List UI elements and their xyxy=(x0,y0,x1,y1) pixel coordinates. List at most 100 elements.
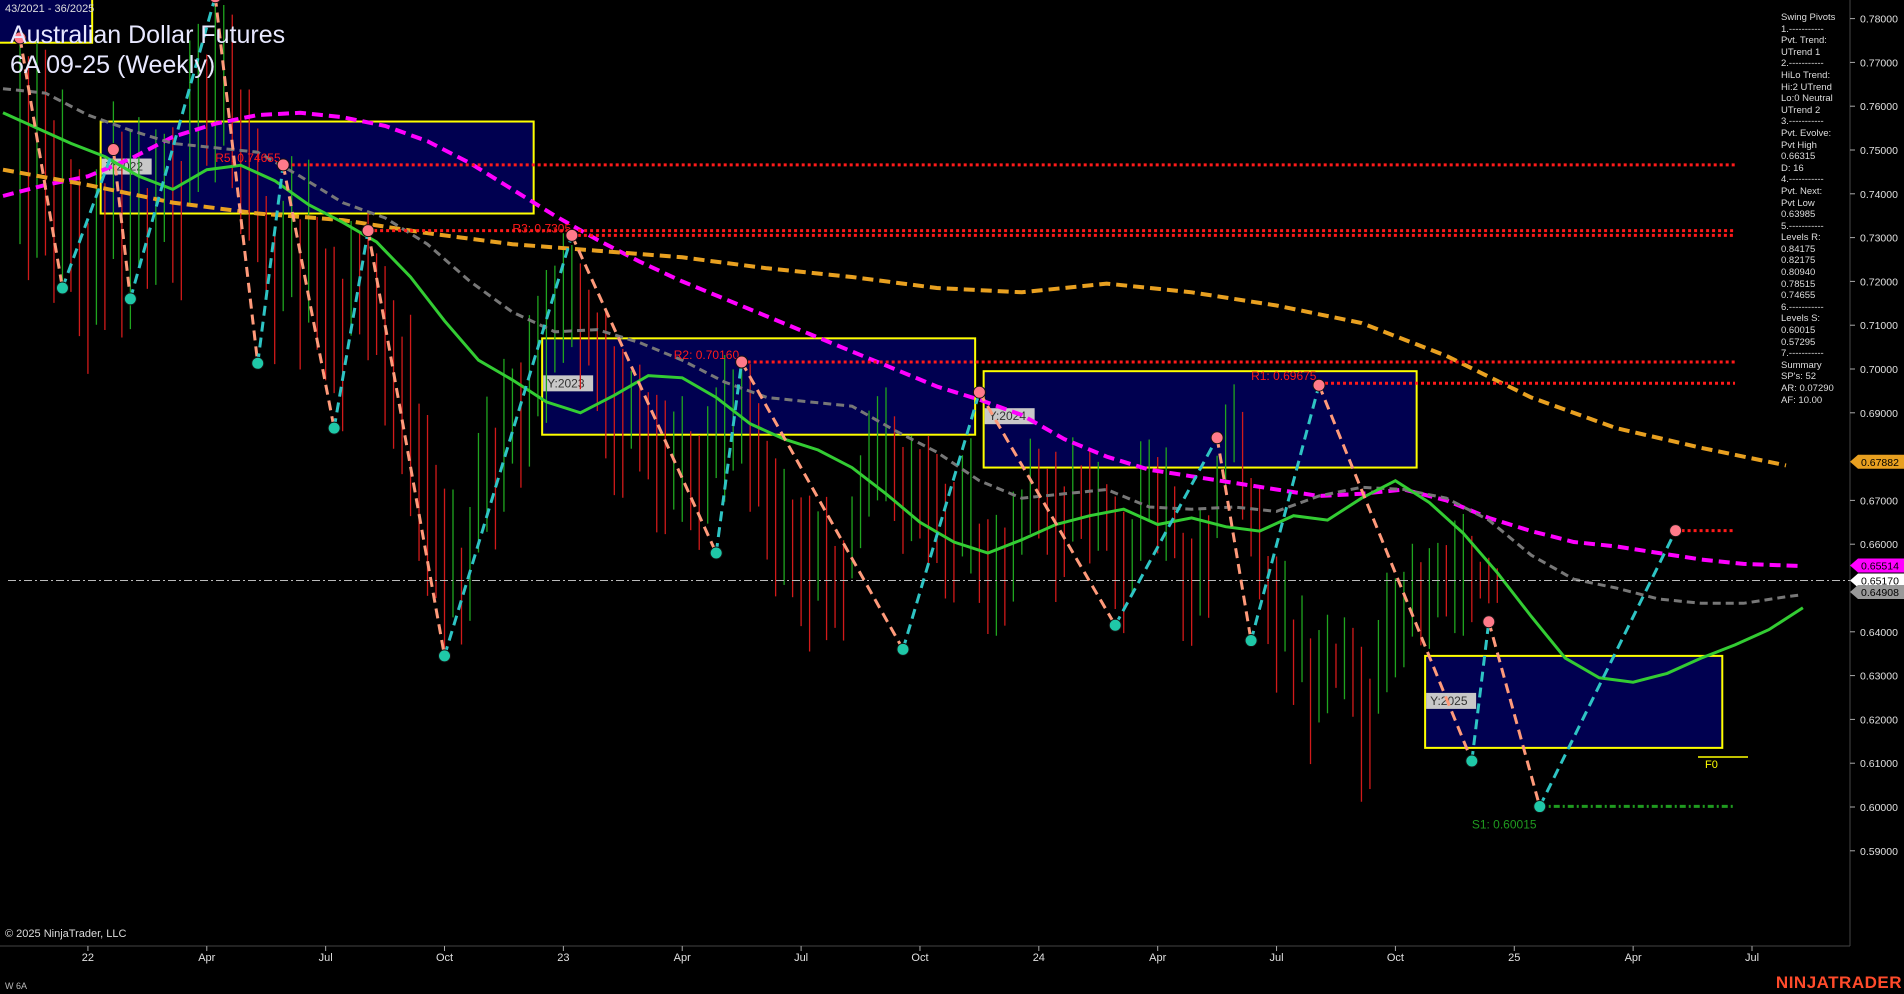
sidebar-line: Summary xyxy=(1781,359,1822,371)
sidebar-line: Levels R: xyxy=(1781,232,1821,244)
swing-high-marker xyxy=(1669,524,1683,538)
swing-low-marker xyxy=(1108,618,1122,632)
swing-pivots-panel: Swing Pivots 1.----------- Pvt. Trend: UTre… xyxy=(1781,12,1853,406)
swing-down-line xyxy=(18,37,64,289)
copyright-text: © 2025 NinjaTrader, LLC xyxy=(5,928,127,940)
y-tick-label: 0.64000 xyxy=(1860,627,1898,639)
level-label: R5: 0.74655 xyxy=(215,151,281,165)
price-tag xyxy=(1850,573,1904,588)
sidebar-line: HiLo Trend: xyxy=(1781,69,1831,81)
sidebar-line: Pvt Low xyxy=(1781,197,1815,209)
x-tick-label: Jul xyxy=(1270,952,1284,964)
y-tick-label: 0.62000 xyxy=(1860,714,1898,726)
year-box xyxy=(0,0,94,44)
x-tick-label: Jul xyxy=(319,952,333,964)
swing-low-marker xyxy=(709,546,723,560)
swing-low-marker xyxy=(327,421,341,435)
swing-down-line xyxy=(570,234,718,554)
sidebar-line: 0.57295 xyxy=(1781,336,1816,348)
swing-low-marker xyxy=(1244,634,1258,648)
swing-high-marker xyxy=(1312,378,1326,392)
x-tick-label: Jul xyxy=(794,952,808,964)
swing-up-line xyxy=(256,164,285,364)
sidebar-line: 6.----------- xyxy=(1781,301,1824,313)
level-label: R3: 0.7305 xyxy=(512,221,571,235)
sidebar-line: AF: 10.00 xyxy=(1781,394,1823,406)
price-tag xyxy=(1850,454,1904,469)
x-tick-label: Apr xyxy=(1625,952,1642,964)
swing-low-marker xyxy=(55,281,69,295)
price-tag xyxy=(1850,558,1904,573)
sidebar-line: Levels S: xyxy=(1781,313,1821,325)
sidebar-line: Pvt. Next: xyxy=(1781,185,1823,197)
swing-up-line xyxy=(1249,384,1321,641)
y-tick-label: 0.73000 xyxy=(1860,233,1898,245)
x-tick-label: Apr xyxy=(1149,952,1166,964)
moving-average-line xyxy=(2,111,1804,684)
swing-down-line xyxy=(978,391,1117,626)
x-tick-label: 25 xyxy=(1508,952,1520,964)
x-tick-label: Oct xyxy=(436,952,453,964)
sidebar-line: 0.84175 xyxy=(1781,243,1816,255)
swing-high-marker xyxy=(106,143,120,157)
x-tick-label: Oct xyxy=(1387,952,1404,964)
sidebar-line: D: 16 xyxy=(1781,162,1804,174)
swing-down-line xyxy=(111,149,132,300)
sidebar-line: 0.63985 xyxy=(1781,209,1816,221)
sidebar-line: UTrend 2 xyxy=(1781,104,1821,116)
swing-down-line xyxy=(366,230,446,657)
sidebar-line: 5.----------- xyxy=(1781,220,1824,232)
swing-down-line xyxy=(1215,437,1253,641)
year-label: Y:2023 xyxy=(547,376,585,390)
date-range: 43/2021 - 36/2025 xyxy=(5,3,95,15)
swing-up-line xyxy=(1470,621,1491,762)
swing-up-line xyxy=(443,234,574,657)
sidebar-line: 0.82175 xyxy=(1781,255,1816,267)
swing-up-line xyxy=(128,0,216,300)
swing-low-marker xyxy=(896,642,910,656)
chart-title-name: Australian Dollar Futures xyxy=(10,21,286,49)
x-tick-label: 22 xyxy=(82,952,94,964)
swing-low-marker xyxy=(1533,800,1547,814)
x-tick-label: Apr xyxy=(674,952,691,964)
year-box xyxy=(982,370,1418,469)
y-tick-label: 0.76000 xyxy=(1860,101,1898,113)
y-tick-label: 0.60000 xyxy=(1860,802,1898,814)
swing-low-marker xyxy=(123,292,137,306)
swing-down-line xyxy=(214,0,260,364)
y-tick-label: 0.71000 xyxy=(1860,320,1898,332)
price-tag xyxy=(1850,585,1904,600)
price-tag-label: 0.65170 xyxy=(1861,576,1899,588)
swing-high-marker xyxy=(1210,431,1224,445)
sidebar-line: Pvt High xyxy=(1781,139,1817,151)
y-tick-label: 0.69000 xyxy=(1860,408,1898,420)
sidebar-line: 0.78515 xyxy=(1781,278,1816,290)
sidebar-line: AR: 0.07290 xyxy=(1781,383,1834,394)
swing-high-marker xyxy=(209,0,221,4)
swing-low-marker xyxy=(251,356,265,370)
y-tick-label: 0.63000 xyxy=(1860,671,1898,683)
sidebar-line: 0.80940 xyxy=(1781,267,1816,279)
y-tick-label: 0.77000 xyxy=(1860,57,1898,69)
level-label: R2: 0.70160 xyxy=(674,348,740,362)
swing-up-line xyxy=(901,391,981,650)
sidebar-line: Swing Pivots xyxy=(1781,12,1836,23)
sidebar-line: 0.66315 xyxy=(1781,151,1816,163)
swing-high-marker xyxy=(13,31,27,45)
x-tick-label: Oct xyxy=(911,952,928,964)
sidebar-line: SP's: 52 xyxy=(1781,371,1817,383)
level-label: S1: 0.60015 xyxy=(1472,817,1537,831)
swing-down-line xyxy=(281,164,336,429)
sidebar-line: 0.60015 xyxy=(1781,325,1816,337)
year-label-bg xyxy=(1426,692,1477,709)
sidebar-line: UTrend 1 xyxy=(1781,46,1821,58)
sidebar-line: Lo:0 Neutral xyxy=(1781,93,1833,105)
swing-low-marker xyxy=(438,649,452,663)
ninjatrader-logo: NINJATRADER xyxy=(1775,973,1902,992)
sidebar-line: Hi:2 UTrend xyxy=(1781,81,1832,93)
swing-up-line xyxy=(1538,529,1677,808)
price-tag-label: 0.67882 xyxy=(1861,457,1899,469)
y-tick-label: 0.72000 xyxy=(1860,276,1898,288)
sidebar-line: 3.----------- xyxy=(1781,116,1824,128)
